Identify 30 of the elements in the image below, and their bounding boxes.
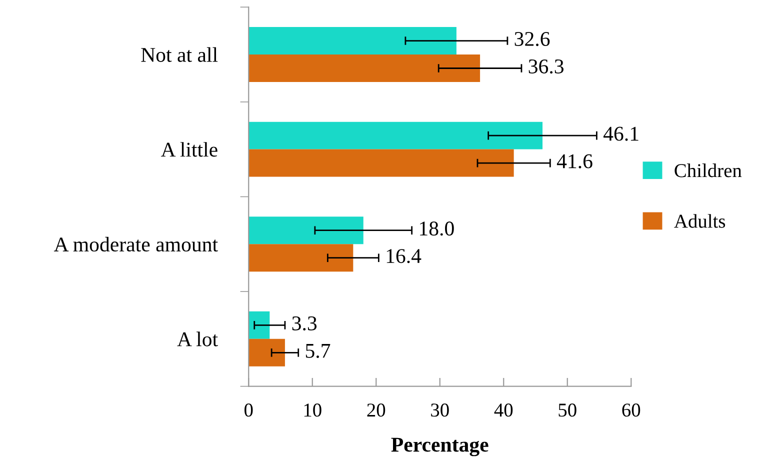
y-tick-label: A lot	[177, 332, 218, 346]
x-tick-label: 60	[622, 404, 640, 417]
data-label: 32.6	[514, 32, 550, 46]
x-tick-label: 0	[244, 404, 253, 417]
x-tick-label: 20	[367, 404, 386, 417]
bar	[248, 244, 354, 272]
y-tick-label: Not at all	[141, 47, 218, 62]
bar	[248, 216, 364, 244]
x-tick-label: 50	[558, 404, 576, 417]
x-axis-title: Percentage	[391, 438, 488, 456]
legend-label: Children	[674, 164, 742, 178]
data-label: 36.3	[528, 59, 564, 74]
bar	[248, 311, 270, 339]
data-label: 41.6	[556, 154, 592, 168]
bar	[248, 338, 285, 366]
data-label: 5.7	[306, 344, 330, 358]
bar	[248, 122, 543, 150]
bar	[248, 27, 456, 55]
data-label: 46.1	[603, 126, 638, 141]
x-tick-label: 30	[431, 404, 449, 417]
data-label: 16.4	[386, 249, 422, 264]
y-tick-label: A little	[160, 142, 218, 157]
x-tick-label: 40	[494, 404, 513, 417]
data-label: 3.3	[292, 316, 317, 330]
bar	[248, 149, 514, 177]
x-tick-label: 10	[304, 404, 322, 417]
y-tick-label: A moderate amount	[54, 236, 218, 252]
data-label: 18.0	[420, 222, 454, 236]
legend-label: Adults	[674, 214, 726, 228]
bar	[248, 54, 480, 82]
